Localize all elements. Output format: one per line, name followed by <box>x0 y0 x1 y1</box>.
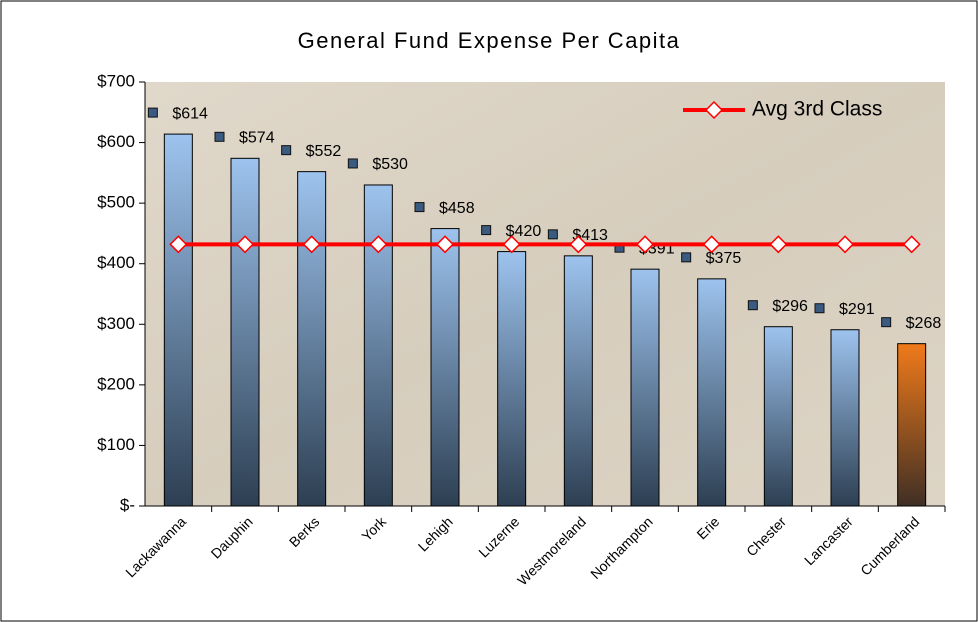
label-marker <box>481 225 492 236</box>
y-tick-label: $100 <box>97 435 135 454</box>
bar <box>763 326 793 507</box>
data-label: $296 <box>772 298 808 315</box>
line-marker <box>835 235 855 254</box>
data-label: $268 <box>906 315 942 332</box>
label-marker <box>347 158 358 169</box>
chart-title: General Fund Expense Per Capita <box>298 28 681 53</box>
line-marker <box>702 235 721 254</box>
bar <box>830 329 860 507</box>
data-label: $552 <box>306 143 342 160</box>
label-marker <box>747 300 758 311</box>
bar <box>363 184 393 507</box>
label-marker <box>281 145 292 156</box>
y-tick-label: $500 <box>97 193 135 212</box>
data-label: $375 <box>706 250 742 267</box>
line-marker <box>235 235 255 254</box>
line-marker <box>569 235 588 254</box>
line-marker <box>369 235 388 254</box>
line-marker <box>902 235 921 254</box>
y-tick-label: $- <box>120 495 135 514</box>
bar <box>297 171 327 507</box>
data-label: $420 <box>506 223 542 240</box>
line-marker <box>635 235 655 254</box>
data-label: $530 <box>372 156 408 173</box>
data-label: $458 <box>439 200 475 217</box>
y-tick-label: $600 <box>97 132 135 151</box>
line-marker <box>435 235 455 254</box>
bar <box>497 251 527 507</box>
data-label: $291 <box>839 301 875 318</box>
y-tick-label: $200 <box>97 374 135 393</box>
label-marker <box>147 107 158 118</box>
bar <box>563 255 593 507</box>
bar <box>163 133 193 507</box>
label-marker <box>414 202 425 213</box>
bar <box>897 343 927 507</box>
data-label: $574 <box>239 130 275 147</box>
y-tick-label: $300 <box>97 314 135 333</box>
y-tick-label: $400 <box>97 253 135 272</box>
line-marker <box>302 235 321 254</box>
label-marker <box>881 317 892 328</box>
label-marker <box>681 252 692 263</box>
bar <box>697 278 727 507</box>
label-marker <box>214 131 225 142</box>
data-label: $614 <box>172 105 208 122</box>
label-marker <box>547 229 558 240</box>
label-marker <box>814 303 825 314</box>
bar <box>430 228 460 507</box>
line-marker <box>169 235 188 254</box>
line-marker <box>502 235 521 254</box>
bar <box>630 268 660 507</box>
line-marker <box>769 235 788 254</box>
legend-marker <box>704 100 724 120</box>
y-tick-label: $700 <box>97 71 135 90</box>
bar <box>230 157 260 507</box>
legend-label: Avg 3rd Class <box>752 98 882 121</box>
plot-area <box>145 82 945 506</box>
